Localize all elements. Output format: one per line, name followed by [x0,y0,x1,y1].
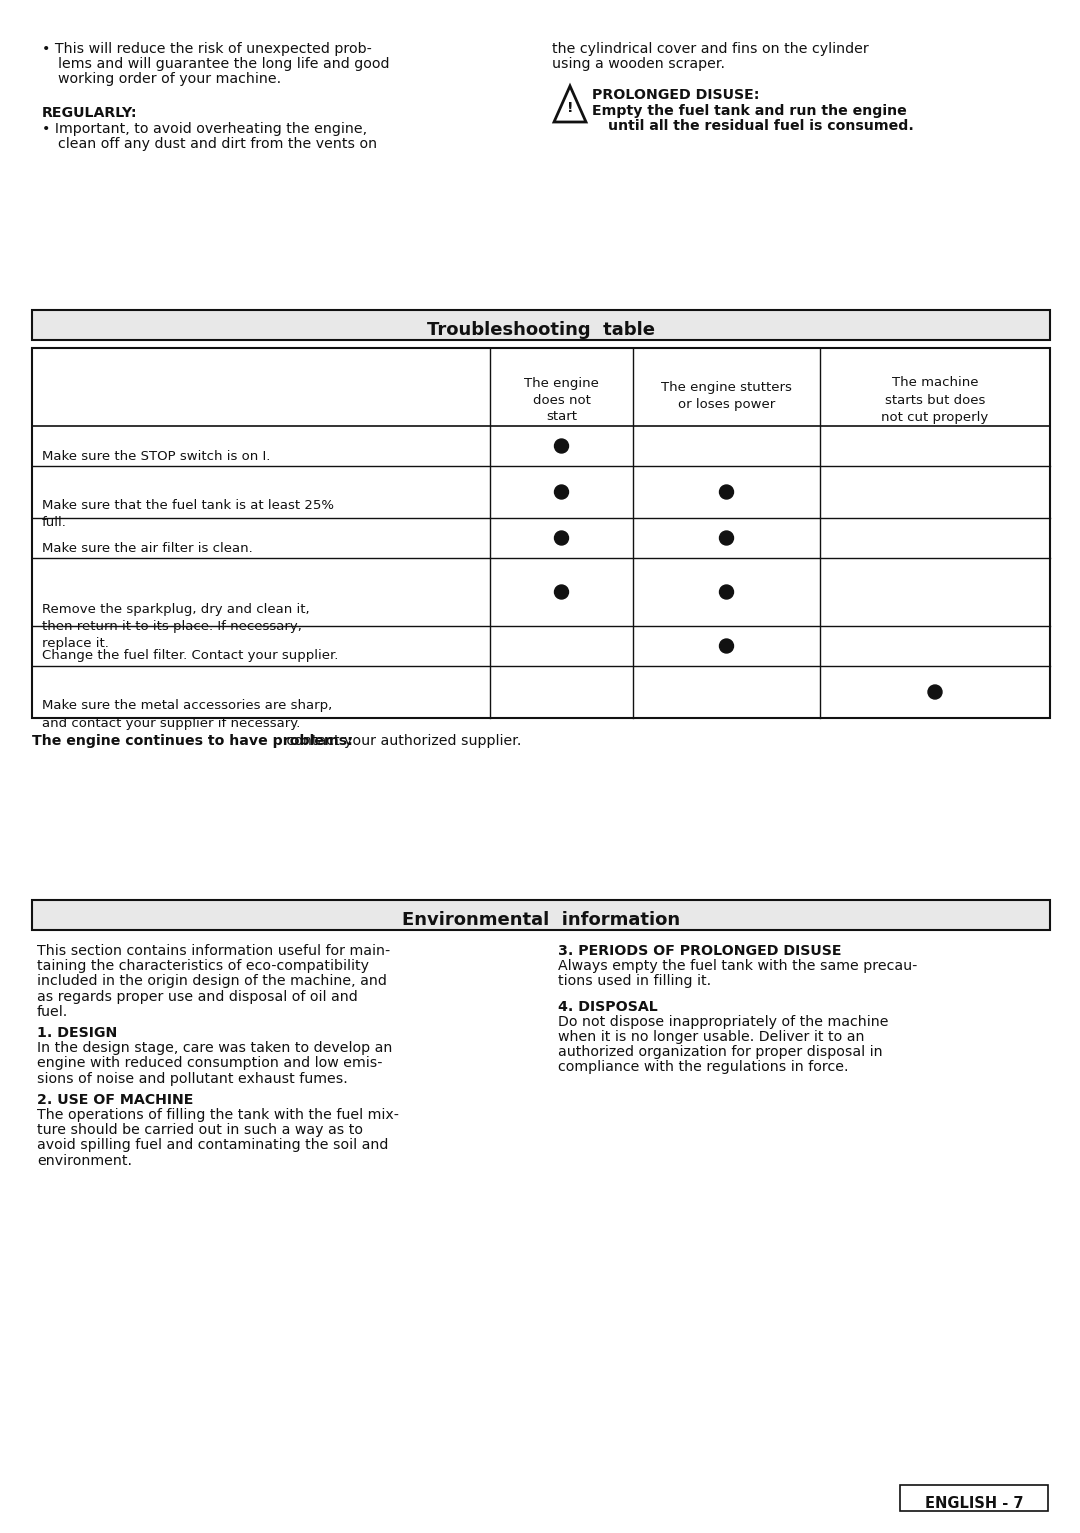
Text: ENGLISH - 7: ENGLISH - 7 [924,1496,1023,1510]
Circle shape [719,530,733,546]
Bar [32,900,1050,931]
Text: using a wooden scraper.: using a wooden scraper. [552,57,725,71]
Text: !: ! [567,101,573,115]
Text: environment.: environment. [37,1154,132,1168]
Circle shape [554,530,568,546]
Text: 1. DESIGN: 1. DESIGN [37,1026,118,1039]
Text: clean off any dust and dirt from the vents on: clean off any dust and dirt from the ven… [58,136,377,150]
Text: the cylindrical cover and fins on the cylinder: the cylindrical cover and fins on the cy… [552,41,868,57]
Text: In the design stage, care was taken to develop an: In the design stage, care was taken to d… [37,1041,392,1055]
Text: 3. PERIODS OF PROLONGED DISUSE: 3. PERIODS OF PROLONGED DISUSE [558,944,841,958]
Text: This section contains information useful for main-: This section contains information useful… [37,944,390,958]
Text: • Important, to avoid overheating the engine,: • Important, to avoid overheating the en… [42,123,367,136]
Text: The engine
does not
start: The engine does not start [524,377,599,423]
Circle shape [719,586,733,599]
Circle shape [719,484,733,500]
Text: ture should be carried out in such a way as to: ture should be carried out in such a way… [37,1124,363,1137]
Text: as regards proper use and disposal of oil and: as regards proper use and disposal of oi… [37,990,357,1004]
Text: The machine
starts but does
not cut properly: The machine starts but does not cut prop… [881,377,988,423]
Text: 4. DISPOSAL: 4. DISPOSAL [558,1000,658,1013]
Text: Do not dispose inappropriately of the machine: Do not dispose inappropriately of the ma… [558,1015,889,1029]
Text: Make sure the STOP switch is on I.: Make sure the STOP switch is on I. [42,449,270,463]
Text: Always empty the fuel tank with the same precau-: Always empty the fuel tank with the same… [558,960,917,973]
Text: contact your authorized supplier.: contact your authorized supplier. [282,734,522,748]
Text: fuel.: fuel. [37,1004,68,1019]
Circle shape [554,484,568,500]
Text: Change the fuel filter. Contact your supplier.: Change the fuel filter. Contact your sup… [42,650,338,662]
Circle shape [719,639,733,653]
Circle shape [554,586,568,599]
Text: Troubleshooting  table: Troubleshooting table [427,320,654,339]
Text: engine with reduced consumption and low emis-: engine with reduced consumption and low … [37,1056,382,1070]
Bar [32,310,1050,340]
Text: The engine stutters
or loses power: The engine stutters or loses power [661,382,792,411]
Text: included in the origin design of the machine, and: included in the origin design of the mac… [37,975,387,989]
Bar [32,348,1050,717]
Text: REGULARLY:: REGULARLY: [42,106,137,120]
Text: avoid spilling fuel and contaminating the soil and: avoid spilling fuel and contaminating th… [37,1139,389,1153]
Text: The engine continues to have problems:: The engine continues to have problems: [32,734,353,748]
Text: authorized organization for proper disposal in: authorized organization for proper dispo… [558,1046,882,1059]
Text: working order of your machine.: working order of your machine. [58,72,281,86]
Text: lems and will guarantee the long life and good: lems and will guarantee the long life an… [58,57,390,71]
Text: Make sure that the fuel tank is at least 25%
full.: Make sure that the fuel tank is at least… [42,500,334,529]
Text: The operations of filling the tank with the fuel mix-: The operations of filling the tank with … [37,1108,399,1122]
Text: PROLONGED DISUSE:: PROLONGED DISUSE: [592,87,759,103]
Bar [900,1485,1048,1512]
Text: tions used in filling it.: tions used in filling it. [558,975,711,989]
Text: Make sure the metal accessories are sharp,
and contact your supplier if necessar: Make sure the metal accessories are shar… [42,699,333,730]
Text: Environmental  information: Environmental information [402,911,680,929]
Text: taining the characteristics of eco-compatibility: taining the characteristics of eco-compa… [37,960,369,973]
Text: Remove the sparkplug, dry and clean it,
then return it to its place. If necessar: Remove the sparkplug, dry and clean it, … [42,602,310,650]
Circle shape [554,438,568,452]
Text: sions of noise and pollutant exhaust fumes.: sions of noise and pollutant exhaust fum… [37,1072,348,1085]
Text: Empty the fuel tank and run the engine: Empty the fuel tank and run the engine [592,104,907,118]
Text: compliance with the regulations in force.: compliance with the regulations in force… [558,1061,849,1075]
Circle shape [928,685,942,699]
Text: Make sure the air filter is clean.: Make sure the air filter is clean. [42,541,253,555]
Text: when it is no longer usable. Deliver it to an: when it is no longer usable. Deliver it … [558,1030,864,1044]
Text: 2. USE OF MACHINE: 2. USE OF MACHINE [37,1093,193,1107]
Text: until all the residual fuel is consumed.: until all the residual fuel is consumed. [608,120,914,133]
Text: • This will reduce the risk of unexpected prob-: • This will reduce the risk of unexpecte… [42,41,372,57]
